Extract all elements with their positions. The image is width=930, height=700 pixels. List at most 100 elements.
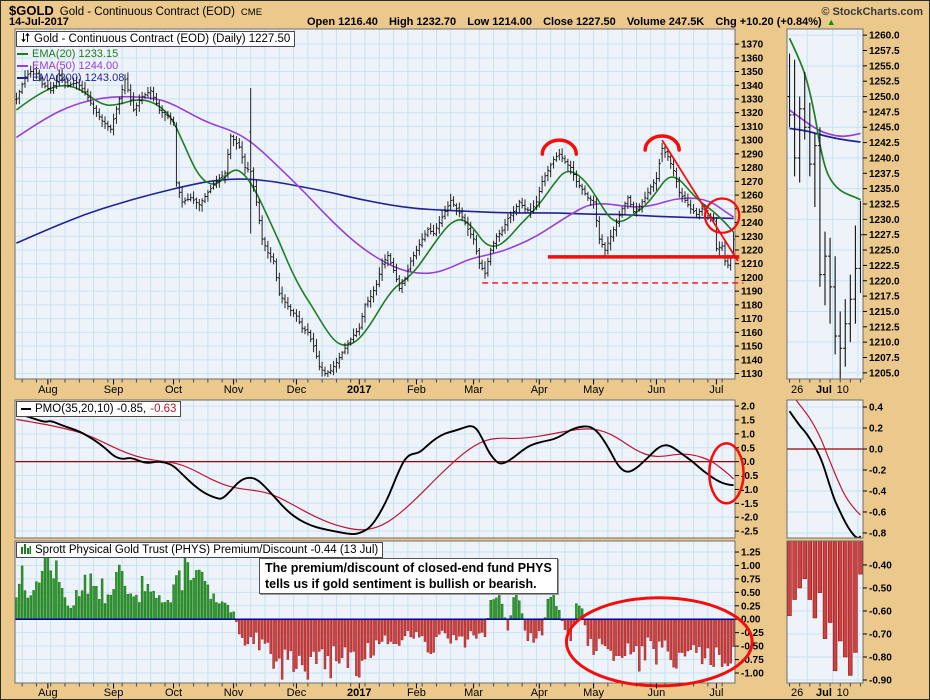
svg-text:1280: 1280 (741, 163, 764, 174)
svg-text:1370: 1370 (741, 40, 764, 51)
close-label: Close (543, 16, 574, 28)
ema20-legend: EMA(20) 1233.15 (17, 48, 118, 60)
pmo-line-swatch (21, 408, 31, 410)
inset-date-label: 26 (791, 687, 803, 699)
inset-price-panel (787, 29, 863, 379)
phys-ellipse-annotation (564, 596, 754, 688)
svg-text:1212.5: 1212.5 (869, 322, 900, 333)
svg-text:1230.0: 1230.0 (869, 215, 900, 226)
svg-text:0.0: 0.0 (869, 445, 883, 456)
svg-text:-1.5: -1.5 (741, 499, 759, 510)
svg-text:0.75: 0.75 (741, 574, 761, 585)
svg-text:0.25: 0.25 (741, 601, 761, 612)
price-legend-box: Gold - Continuous Contract (EOD) (Daily)… (16, 31, 296, 47)
svg-text:1200: 1200 (741, 273, 764, 284)
month-label: Mar (464, 384, 483, 396)
svg-text:0.0: 0.0 (741, 457, 755, 468)
svg-text:1247.5: 1247.5 (869, 107, 900, 118)
change-value: +10.20 (+0.84%) (739, 16, 822, 28)
svg-text:1250.0: 1250.0 (869, 92, 900, 103)
chart-date: 14-Jul-2017 (9, 16, 69, 28)
low-value: 1214.00 (492, 16, 532, 28)
svg-text:1360: 1360 (741, 53, 764, 64)
svg-text:1207.5: 1207.5 (869, 353, 900, 364)
month-label: Apr (531, 687, 548, 699)
ticker-description: Gold - Continuous Contract (EOD) (59, 6, 235, 18)
svg-text:1250: 1250 (741, 204, 764, 215)
svg-text:1260: 1260 (741, 191, 764, 202)
ticker-symbol: $GOLD (9, 3, 54, 18)
svg-text:-0.6: -0.6 (869, 507, 887, 518)
svg-text:1227.5: 1227.5 (869, 230, 900, 241)
close-value: 1227.50 (576, 16, 616, 28)
svg-text:1330: 1330 (741, 95, 764, 106)
ema20-label: EMA(20) 1233.15 (32, 48, 119, 60)
svg-text:-1.0: -1.0 (741, 485, 759, 496)
svg-text:-0.75: -0.75 (741, 655, 764, 666)
svg-text:1.5: 1.5 (741, 415, 755, 426)
svg-text:1230: 1230 (741, 232, 764, 243)
svg-text:1215.0: 1215.0 (869, 307, 900, 318)
ema200-legend: EMA(200) 1243.08 (17, 72, 124, 84)
svg-text:1290: 1290 (741, 149, 764, 160)
svg-text:1130: 1130 (741, 369, 763, 380)
pmo-circle-annotation (708, 442, 745, 505)
month-label: Apr (531, 384, 548, 396)
svg-text:1237.5: 1237.5 (869, 169, 900, 180)
svg-text:1222.5: 1222.5 (869, 261, 900, 272)
pmo-legend-box: PMO(35,20,10) -0.85, -0.63 (16, 401, 182, 417)
svg-text:0.4: 0.4 (869, 403, 883, 414)
callout-line1: The premium/discount of closed-end fund … (265, 561, 552, 575)
svg-text:1160: 1160 (741, 328, 763, 339)
month-label: 2017 (347, 687, 371, 699)
exchange-label: CME (240, 7, 263, 18)
svg-text:1320: 1320 (741, 108, 764, 119)
up-triangle-icon: ▲ (826, 17, 836, 27)
ema200-swatch (17, 77, 28, 79)
svg-text:1170: 1170 (741, 314, 763, 325)
pmo-legend-title: PMO(35,20,10) -0.85, (35, 403, 147, 415)
svg-text:-0.90: -0.90 (869, 676, 892, 687)
svg-text:-0.8: -0.8 (869, 528, 887, 539)
month-label: Oct (165, 687, 182, 699)
change-label: Chg (715, 16, 737, 28)
svg-text:1210: 1210 (741, 259, 764, 270)
svg-text:0.50: 0.50 (741, 588, 761, 599)
svg-text:1252.5: 1252.5 (869, 77, 900, 88)
svg-text:1150: 1150 (741, 342, 763, 353)
interactive-chart-icon (21, 32, 30, 46)
svg-text:1300: 1300 (741, 136, 764, 147)
price-annotations (482, 134, 744, 284)
inset-date-label: Jul (816, 687, 832, 699)
annotation-callout: The premium/discount of closed-end fund … (259, 558, 558, 594)
inset-phys-panel (787, 541, 863, 683)
month-label: Jul (709, 687, 723, 699)
month-label: Jun (648, 687, 666, 699)
ema50-label: EMA(50) 1244.00 (32, 60, 119, 72)
high-value: 1232.70 (416, 16, 457, 28)
svg-text:1.00: 1.00 (741, 561, 761, 572)
svg-text:1235.0: 1235.0 (869, 184, 900, 195)
svg-text:1217.5: 1217.5 (869, 292, 900, 303)
month-label: Jun (648, 384, 666, 396)
low-label: Low (467, 16, 490, 28)
month-label: Jul (709, 384, 723, 396)
month-label: Sep (104, 384, 124, 396)
svg-text:-0.4: -0.4 (869, 486, 887, 497)
copyright-text: © StockCharts.com (821, 6, 923, 18)
svg-text:-0.25: -0.25 (741, 628, 764, 639)
svg-text:1220.0: 1220.0 (869, 276, 900, 287)
open-value: 1216.40 (338, 16, 378, 28)
quote-row: Open 1216.40 High 1232.70 Low 1214.00 Close… (299, 16, 836, 28)
svg-text:1240: 1240 (741, 218, 764, 229)
svg-text:1270: 1270 (741, 177, 764, 188)
month-label: Feb (407, 384, 426, 396)
svg-text:1205.0: 1205.0 (869, 368, 900, 379)
svg-text:-0.40: -0.40 (869, 560, 892, 571)
svg-text:1245.0: 1245.0 (869, 123, 900, 134)
svg-text:-0.80: -0.80 (869, 652, 892, 663)
svg-text:1340: 1340 (741, 81, 764, 92)
month-label: Aug (38, 384, 58, 396)
svg-text:1240.0: 1240.0 (869, 153, 900, 164)
